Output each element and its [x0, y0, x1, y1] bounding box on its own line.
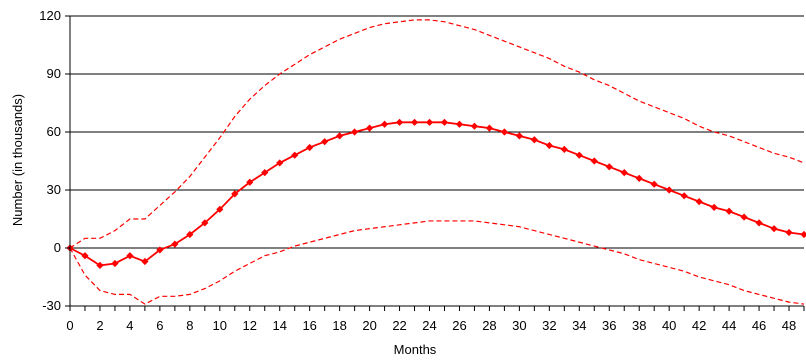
data-point [171, 240, 179, 248]
upper-bound-line [69, 19, 805, 249]
data-point [455, 120, 464, 128]
x-tick-label: 0 [66, 318, 73, 333]
gridlines [70, 15, 804, 249]
x-tick-label: 18 [332, 318, 346, 333]
y-tick-label: 60 [47, 124, 61, 139]
data-point [725, 207, 733, 215]
x-tick-label: 34 [572, 318, 586, 333]
x-tick-label: 6 [156, 318, 163, 333]
x-tick-label: 30 [512, 318, 526, 333]
data-point [560, 145, 568, 153]
data-point [126, 252, 134, 260]
data-point [785, 228, 793, 237]
data-point [276, 159, 284, 167]
data-point [620, 169, 628, 177]
x-tick-label: 22 [392, 318, 406, 333]
data-point [216, 205, 224, 213]
x-tick-label: 8 [186, 318, 193, 333]
data-point [680, 192, 688, 200]
x-tick-label: 14 [272, 318, 286, 333]
x-axis-label: Months [394, 342, 437, 357]
x-tick-label: 48 [782, 318, 796, 333]
data-point [590, 157, 598, 165]
data-point [395, 118, 404, 126]
data-point [485, 124, 494, 132]
x-tick-label: 42 [692, 318, 706, 333]
data-point [186, 230, 194, 239]
axes [65, 15, 805, 311]
data-point [755, 219, 763, 227]
data-point [530, 136, 538, 144]
data-point [515, 132, 523, 140]
data-point [740, 213, 748, 221]
data-point [321, 138, 329, 146]
data-point [380, 120, 389, 128]
y-axis-label: Number (in thousands) [10, 94, 25, 226]
data-point [695, 198, 703, 206]
data-point [410, 118, 419, 126]
data-point [351, 128, 359, 136]
data-point [665, 186, 673, 194]
x-tick-label: 40 [662, 318, 676, 333]
data-point [425, 118, 434, 126]
data-point [291, 151, 299, 159]
x-tick-label: 32 [542, 318, 556, 333]
y-tick-label: 120 [39, 8, 61, 23]
x-tick-label: 12 [243, 318, 257, 333]
data-point [261, 169, 269, 177]
data-point [635, 174, 643, 182]
data-point [156, 246, 164, 254]
data-point [440, 118, 449, 126]
x-tick-label: 16 [302, 318, 316, 333]
y-tick-label: -30 [42, 298, 61, 313]
lower-bound-line [69, 220, 805, 305]
data-point [81, 252, 89, 260]
x-tick-label: 28 [482, 318, 496, 333]
data-point [575, 151, 583, 159]
x-tick-label: 20 [362, 318, 376, 333]
x-tick-label: 4 [126, 318, 133, 333]
series-group [66, 19, 806, 305]
data-point [800, 230, 806, 239]
x-tick-label: 44 [722, 318, 736, 333]
x-tick-label: 26 [452, 318, 466, 333]
y-tick-label: 0 [54, 240, 61, 255]
x-tick-label: 38 [632, 318, 646, 333]
data-point [306, 143, 314, 152]
data-point [605, 163, 613, 171]
data-point [650, 180, 658, 188]
data-point [710, 203, 718, 211]
data-point [231, 190, 239, 198]
y-tick-label: 90 [47, 66, 61, 81]
data-point [111, 259, 119, 268]
y-tick-label: 30 [47, 182, 61, 197]
data-point [545, 141, 553, 150]
x-tick-label: 2 [96, 318, 103, 333]
data-point [770, 225, 778, 233]
data-point [201, 219, 209, 227]
data-point [470, 122, 479, 130]
data-point [141, 257, 149, 266]
x-tick-label: 24 [422, 318, 436, 333]
estimate-line [69, 121, 805, 267]
data-point [336, 132, 344, 140]
data-point [246, 178, 254, 186]
x-tick-label: 36 [602, 318, 616, 333]
data-point [500, 128, 509, 136]
x-tick-label: 46 [752, 318, 766, 333]
x-tick-label: 10 [213, 318, 227, 333]
data-point [96, 261, 104, 269]
data-point [365, 124, 374, 132]
